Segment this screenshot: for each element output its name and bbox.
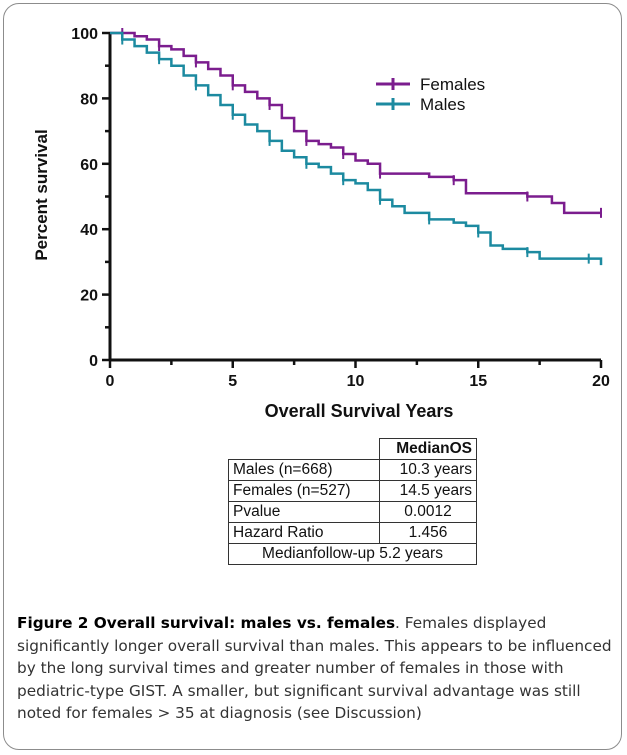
chart-series bbox=[110, 28, 603, 266]
row-label: Hazard Ratio bbox=[228, 522, 380, 544]
y-tick-label: 80 bbox=[80, 91, 98, 108]
median-os-table: MedianOS Males (n=668) 10.3 years Female… bbox=[228, 438, 477, 565]
table-row: Males (n=668) 10.3 years bbox=[228, 459, 477, 481]
figure-caption: Figure 2 Overall survival: males vs. fem… bbox=[17, 612, 613, 725]
x-tick-label: 20 bbox=[592, 373, 610, 390]
table-header: MedianOS bbox=[379, 438, 477, 460]
table-corner bbox=[228, 438, 380, 460]
row-value: 14.5 years bbox=[379, 480, 477, 502]
legend-label: Males bbox=[420, 95, 465, 114]
y-tick-label: 20 bbox=[80, 288, 98, 305]
series-females bbox=[110, 28, 602, 218]
caption-text: . Females displayed significantly longer… bbox=[17, 614, 612, 723]
figure-frame bbox=[3, 3, 622, 750]
survival-line-females bbox=[110, 31, 601, 215]
row-value: 1.456 bbox=[379, 522, 477, 544]
x-tick-label: 0 bbox=[106, 373, 115, 390]
x-tick-label: 5 bbox=[228, 373, 237, 390]
row-label: Males (n=668) bbox=[228, 459, 380, 481]
row-value: 0.0012 bbox=[379, 501, 477, 523]
x-tick-label: 10 bbox=[347, 373, 365, 390]
y-tick-label: 100 bbox=[71, 26, 98, 43]
table-footer-row: Medianfollow-up 5.2 years bbox=[228, 543, 477, 565]
series-males bbox=[110, 31, 603, 266]
chart-axes: 0 20 40 60 80 100 0 5 10 15 20 bbox=[71, 26, 610, 390]
x-tick-label: 15 bbox=[469, 373, 487, 390]
y-tick-label: 0 bbox=[89, 353, 98, 370]
y-tick-label: 40 bbox=[80, 222, 98, 239]
legend-item: Males bbox=[376, 95, 465, 114]
caption-title: Figure 2 Overall survival: males vs. fem… bbox=[17, 614, 396, 632]
row-label: Pvalue bbox=[228, 501, 380, 523]
legend-item: Females bbox=[376, 75, 485, 94]
table-header-row: MedianOS bbox=[228, 438, 477, 460]
table-row: Hazard Ratio 1.456 bbox=[228, 522, 477, 544]
survival-line-males bbox=[110, 31, 603, 266]
y-axis-label: Percent survival bbox=[32, 129, 51, 260]
legend-label: Females bbox=[420, 75, 485, 94]
table-row: Pvalue 0.0012 bbox=[228, 501, 477, 523]
x-axis-label: Overall Survival Years bbox=[265, 401, 454, 421]
row-value: 10.3 years bbox=[379, 459, 477, 481]
table-row: Females (n=527) 14.5 years bbox=[228, 480, 477, 502]
row-label: Females (n=527) bbox=[228, 480, 380, 502]
table-footer: Medianfollow-up 5.2 years bbox=[228, 543, 477, 565]
y-tick-label: 60 bbox=[80, 157, 98, 174]
